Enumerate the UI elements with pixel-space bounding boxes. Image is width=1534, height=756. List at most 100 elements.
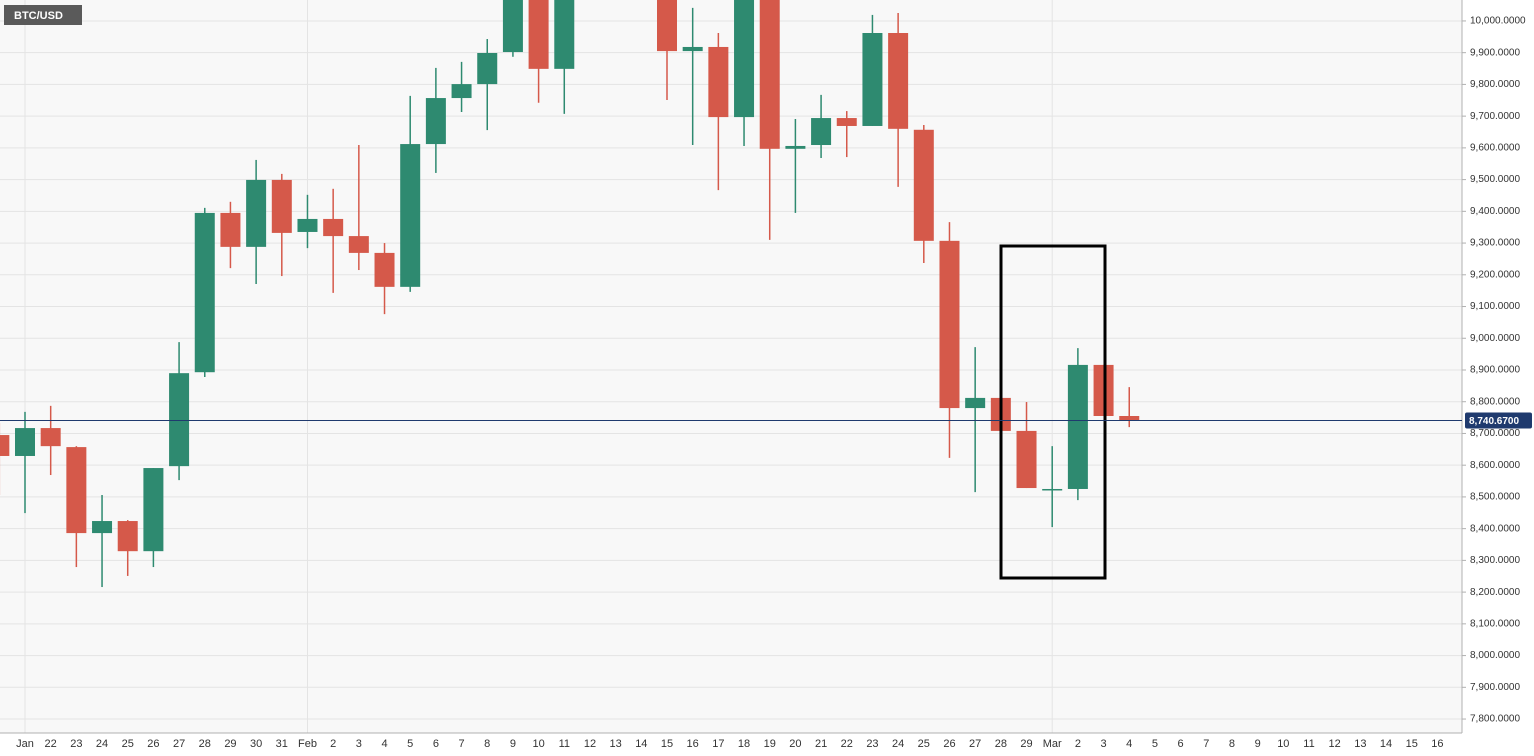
candle-body bbox=[477, 52, 498, 85]
x-tick-label: 28 bbox=[199, 738, 211, 750]
candle-body bbox=[271, 179, 292, 233]
candle-body bbox=[554, 0, 575, 69]
y-tick-label: 8,200.0000 bbox=[1470, 587, 1520, 598]
x-tick-label: 21 bbox=[815, 738, 827, 750]
x-tick-label: 4 bbox=[1126, 738, 1132, 750]
candle-body bbox=[40, 428, 61, 447]
x-tick-label: 19 bbox=[764, 738, 776, 750]
x-tick-label: 12 bbox=[1329, 738, 1341, 750]
candle-body bbox=[785, 145, 806, 149]
y-tick-label: 8,000.0000 bbox=[1470, 650, 1520, 661]
x-tick-label: Feb bbox=[298, 738, 317, 750]
y-tick-label: 9,800.0000 bbox=[1470, 79, 1520, 90]
candle-body bbox=[1119, 416, 1140, 421]
candle-body bbox=[400, 144, 421, 287]
candle-body bbox=[348, 236, 369, 253]
x-tick-label: 5 bbox=[1152, 738, 1158, 750]
x-tick-label: 10 bbox=[1277, 738, 1289, 750]
x-tick-label: 22 bbox=[841, 738, 853, 750]
candle-body bbox=[939, 240, 960, 409]
y-tick-label: 9,200.0000 bbox=[1470, 269, 1520, 280]
candle-body bbox=[143, 468, 164, 552]
x-tick-label: 12 bbox=[584, 738, 596, 750]
candle-body bbox=[425, 98, 446, 145]
candle-body bbox=[1042, 488, 1063, 491]
candle-body bbox=[657, 0, 677, 52]
x-tick-label: 28 bbox=[995, 738, 1007, 750]
candle-body bbox=[965, 397, 986, 409]
x-tick-label: 5 bbox=[407, 738, 413, 750]
x-tick-label: 8 bbox=[1229, 738, 1235, 750]
candle-body bbox=[913, 129, 934, 241]
x-tick-label: 29 bbox=[224, 738, 236, 750]
current-price-tag bbox=[1465, 412, 1532, 429]
candle-body bbox=[682, 46, 703, 52]
x-tick-label: 20 bbox=[789, 738, 801, 750]
candle-body bbox=[15, 428, 35, 456]
x-tick-label: 3 bbox=[1100, 738, 1106, 750]
x-tick-label: 10 bbox=[532, 738, 544, 750]
x-tick-label: 2 bbox=[330, 738, 336, 750]
x-tick-label: 22 bbox=[45, 738, 57, 750]
x-tick-label: 9 bbox=[510, 738, 516, 750]
x-tick-label: 25 bbox=[122, 738, 134, 750]
x-tick-label: 27 bbox=[173, 738, 185, 750]
x-tick-label: 8 bbox=[484, 738, 490, 750]
y-tick-label: 8,400.0000 bbox=[1470, 523, 1520, 534]
candle-body bbox=[374, 252, 395, 287]
plot-background bbox=[0, 0, 1462, 733]
x-tick-label: 18 bbox=[738, 738, 750, 750]
x-tick-label: 13 bbox=[1354, 738, 1366, 750]
y-tick-label: 9,300.0000 bbox=[1470, 238, 1520, 249]
x-tick-label: 3 bbox=[356, 738, 362, 750]
x-tick-label: 30 bbox=[250, 738, 262, 750]
x-tick-label: 16 bbox=[1431, 738, 1443, 750]
y-tick-label: 9,400.0000 bbox=[1470, 206, 1520, 217]
axes: 7,800.0000 7,900.0000 8,000.0000 8,100.0000… bbox=[0, 16, 1532, 750]
candle-body bbox=[528, 0, 549, 69]
x-tick-label: 6 bbox=[1178, 738, 1184, 750]
x-tick-label: 17 bbox=[712, 738, 724, 750]
candle-body bbox=[117, 521, 138, 552]
candle-body bbox=[92, 521, 113, 534]
symbol-badge bbox=[4, 5, 82, 25]
x-tick-label: 6 bbox=[433, 738, 439, 750]
x-tick-label: 26 bbox=[943, 738, 955, 750]
x-tick-label: 2 bbox=[1075, 738, 1081, 750]
x-tick-label: 4 bbox=[381, 738, 387, 750]
y-tick-label: 8,700.0000 bbox=[1470, 428, 1520, 439]
y-tick-label: 7,800.0000 bbox=[1470, 714, 1520, 725]
y-tick-label: 9,600.0000 bbox=[1470, 143, 1520, 154]
y-tick-label: 7,900.0000 bbox=[1470, 682, 1520, 693]
y-tick-label: 9,000.0000 bbox=[1470, 333, 1520, 344]
candle-body bbox=[836, 118, 857, 126]
x-tick-label: 24 bbox=[892, 738, 904, 750]
x-tick-label: Mar bbox=[1043, 738, 1062, 750]
x-tick-label: 11 bbox=[1303, 738, 1314, 750]
chart-title: BTC/USD bbox=[14, 10, 63, 22]
y-tick-label: 8,500.0000 bbox=[1470, 492, 1520, 503]
candle-body bbox=[811, 118, 832, 146]
x-tick-label: Jan bbox=[16, 738, 34, 750]
x-tick-label: 14 bbox=[635, 738, 647, 750]
y-tick-label: 8,900.0000 bbox=[1470, 365, 1520, 376]
x-tick-label: 7 bbox=[458, 738, 464, 750]
candle-body bbox=[0, 435, 10, 456]
x-tick-label: 29 bbox=[1020, 738, 1032, 750]
y-tick-label: 9,700.0000 bbox=[1470, 111, 1520, 122]
y-tick-label: 9,500.0000 bbox=[1470, 174, 1520, 185]
candle-body bbox=[323, 218, 344, 237]
x-tick-label: 23 bbox=[70, 738, 82, 750]
y-tick-label: 8,300.0000 bbox=[1470, 555, 1520, 566]
x-tick-label: 27 bbox=[969, 738, 981, 750]
x-tick-label: 9 bbox=[1255, 738, 1261, 750]
current-price-label: 8,740.6700 bbox=[1469, 416, 1519, 427]
y-tick-label: 9,900.0000 bbox=[1470, 47, 1520, 58]
grid bbox=[0, 0, 1462, 733]
candle-body bbox=[708, 46, 729, 118]
y-tick-label: 8,600.0000 bbox=[1470, 460, 1520, 471]
x-tick-label: 26 bbox=[147, 738, 159, 750]
y-tick-label: 10,000.0000 bbox=[1470, 16, 1526, 27]
highlight-box bbox=[999, 244, 1107, 580]
